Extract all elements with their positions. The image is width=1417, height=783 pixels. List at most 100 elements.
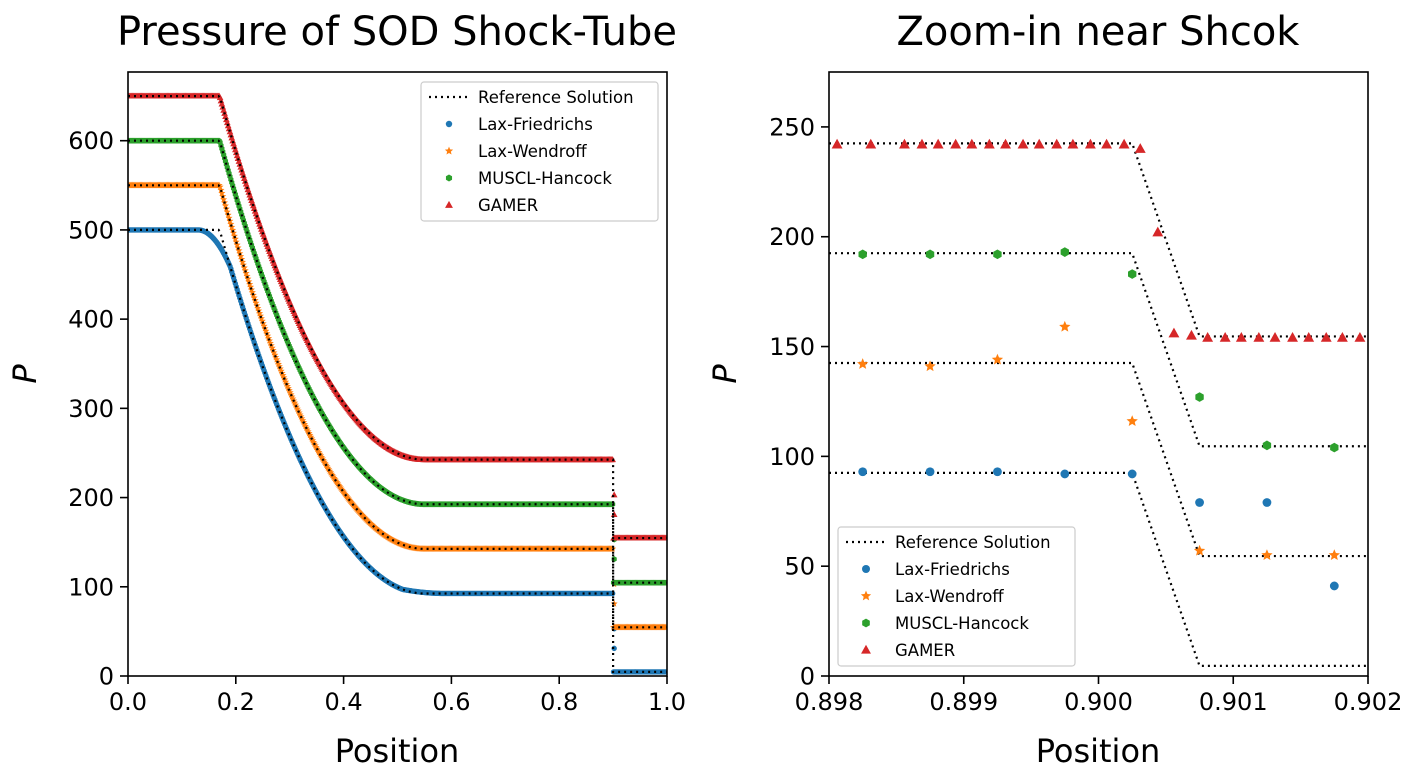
right-lax-friedrichs-point [1195, 498, 1204, 507]
left-legend-gamer-label: GAMER [478, 196, 538, 215]
right-legend-box [837, 526, 1076, 667]
right-muscl-hancock-point [1060, 247, 1069, 257]
left-y-tick-label: 200 [68, 484, 114, 512]
right-gamer-point [1051, 138, 1063, 149]
right-y-tick-label: 250 [769, 113, 815, 141]
right-gamer-point [1017, 138, 1029, 149]
right-x-tick-label: 0.899 [929, 688, 998, 716]
right-gamer-point [1202, 332, 1214, 342]
right-y-tick-label: 200 [769, 223, 815, 251]
left-legend-lax-friedrichs-marker [445, 120, 453, 128]
left-reference-muscl-hancock-line [128, 139, 667, 584]
left-x-tick-label: 0.4 [325, 688, 363, 716]
right-reference-lax-friedrichs-line [829, 471, 1368, 667]
left-gamer-point [216, 94, 224, 101]
right-legend-muscl-hancock-label: MUSCL-Hancock [895, 614, 1029, 633]
left-lax-wendroff-point [218, 189, 226, 197]
left-gamer-point [220, 106, 228, 113]
left-legend-lax-wendroff-marker [444, 146, 454, 155]
left-y-tick-label: 100 [68, 573, 114, 601]
right-gamer-point [1219, 332, 1231, 342]
right-x-tick-label: 0.898 [795, 688, 864, 716]
left-chart-plot-area [128, 92, 667, 675]
left-y-tick-label: 400 [68, 306, 114, 334]
left-x-tick-label: 0.2 [217, 688, 255, 716]
right-gamer-point [1320, 332, 1332, 342]
right-lax-friedrichs-point [1127, 469, 1137, 479]
right-gamer-point [966, 138, 978, 149]
right-gamer-point [865, 138, 877, 149]
right-lax-friedrichs-point [858, 467, 868, 477]
left-chart-title: Pressure of SOD Shock-Tube [117, 9, 677, 55]
left-legend-reference-solution-label: Reference Solution [478, 88, 634, 107]
left-x-axis-label: Position [335, 732, 460, 770]
left-x-tick-label: 1.0 [648, 688, 686, 716]
right-chart-title: Zoom-in near Shcok [897, 9, 1301, 55]
right-lax-friedrichs-point [925, 467, 935, 477]
right-gamer-point [1303, 332, 1315, 342]
left-y-tick-label: 600 [68, 127, 114, 155]
left-plot-frame [127, 71, 668, 677]
right-gamer-point [1336, 332, 1348, 342]
left-lax-wendroff-point [663, 623, 667, 631]
left-legend: Reference Solution Lax-Friedrichs Lax-Wend… [420, 81, 659, 222]
left-chart-ticks: 0.0 0.2 0.4 0.6 0.8 1.0 0 100 200 300 400 500 600 [68, 127, 686, 716]
right-x-tick-label: 0.902 [1334, 688, 1403, 716]
right-legend-lax-wendroff-marker [860, 590, 872, 601]
right-y-tick-label: 50 [784, 553, 815, 581]
right-gamer-point [1152, 226, 1164, 237]
right-gamer-point [1287, 332, 1298, 342]
right-legend-gamer-marker [861, 644, 871, 654]
right-lax-wendroff-point [857, 358, 869, 369]
right-gamer-point [1033, 138, 1045, 149]
right-y-tick-label: 0 [800, 663, 815, 691]
right-gamer-point [950, 138, 962, 149]
right-lax-friedrichs-point [993, 467, 1002, 477]
right-legend-muscl-hancock-marker [862, 618, 870, 628]
left-x-tick-label: 0.6 [432, 688, 470, 716]
right-gamer-point [899, 138, 910, 149]
left-chart-marks [128, 92, 667, 675]
right-chart-ticks: 0.898 0.899 0.900 0.901 0.902 0 50 100 150 200 250 [769, 113, 1402, 716]
right-gamer-point [1067, 138, 1079, 149]
left-legend-box [420, 81, 659, 222]
right-gamer-point [831, 138, 843, 149]
right-x-tick-label: 0.901 [1199, 688, 1268, 716]
left-legend-muscl-hancock-label: MUSCL-Hancock [478, 169, 612, 188]
right-gamer-point [1186, 329, 1197, 340]
right-lax-wendroff-point [1126, 415, 1138, 427]
left-y-tick-label: 300 [68, 395, 114, 423]
left-lax-wendroff-point [228, 223, 236, 231]
right-gamer-point [1168, 327, 1180, 338]
right-gamer-point [1084, 138, 1096, 149]
right-legend-lax-friedrichs-label: Lax-Friedrichs [895, 560, 1010, 579]
left-lax-wendroff-point [225, 214, 233, 221]
right-muscl-hancock-point [858, 249, 867, 260]
right-legend-reference-solution-label: Reference Solution [895, 533, 1051, 552]
right-lax-wendroff-point [1059, 320, 1071, 332]
left-lax-wendroff-point [229, 226, 237, 234]
right-muscl-hancock-point [1262, 440, 1272, 451]
right-gamer-point [1118, 138, 1130, 149]
left-y-tick-label: 500 [68, 216, 114, 244]
right-gamer-point [1354, 332, 1366, 342]
left-lax-wendroff-point [227, 220, 235, 228]
right-muscl-hancock-point [1128, 269, 1137, 279]
left-chart: Pressure of SOD Shock-Tube 0.0 0.2 0.4 0.6 0… [6, 9, 686, 770]
right-gamer-point [1269, 332, 1281, 342]
right-lax-friedrichs-point [1262, 498, 1272, 507]
right-muscl-hancock-point [1330, 442, 1339, 453]
right-lax-friedrichs-point [1060, 469, 1070, 479]
right-lax-wendroff-point [1261, 549, 1273, 561]
left-reference-lax-friedrichs-line [128, 228, 667, 673]
right-reference-gamer-line [829, 142, 1368, 338]
right-chart-plot-area [829, 138, 1368, 667]
left-y-axis-label: P [6, 364, 44, 384]
left-lax-wendroff-point [222, 202, 229, 209]
left-y-tick-label: 0 [99, 663, 114, 691]
right-reference-lax-wendroff-line [829, 361, 1368, 558]
right-gamer-point [1000, 138, 1011, 149]
left-legend-lax-wendroff-label: Lax-Wendroff [478, 142, 587, 161]
right-gamer-point [932, 138, 944, 149]
